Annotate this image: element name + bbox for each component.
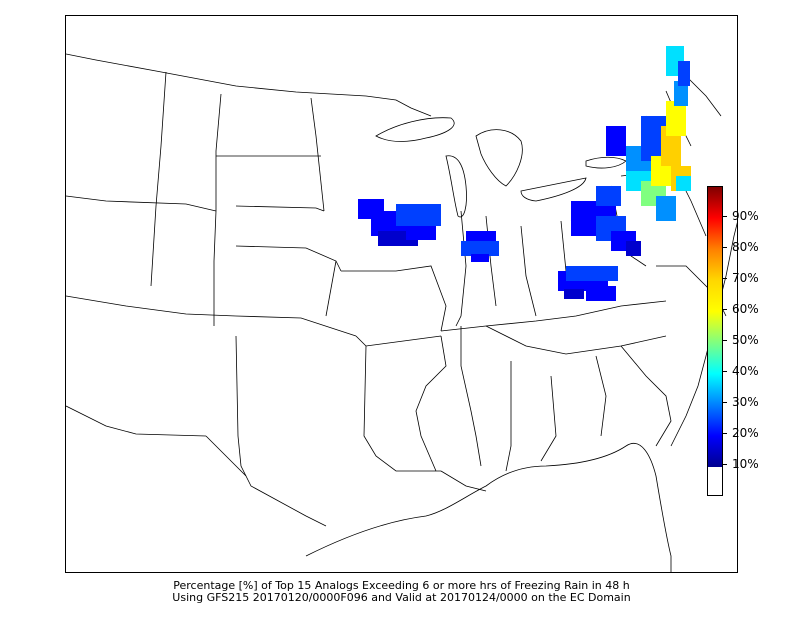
colorbar-gradient — [708, 187, 722, 467]
colorbar-tick-label: 10% — [732, 457, 759, 471]
colorbar-tick-label: 70% — [732, 271, 759, 285]
colorbar-tick-mark — [723, 371, 727, 372]
colorbar-tick-mark — [723, 278, 727, 279]
probability-shading — [358, 46, 691, 301]
colorbar-tick-mark — [723, 247, 727, 248]
colorbar-tick-label: 50% — [732, 333, 759, 347]
map-boundaries — [66, 53, 737, 572]
colorbar — [707, 186, 723, 496]
colorbar-tick-mark — [723, 433, 727, 434]
us-map — [66, 46, 737, 572]
caption: Percentage [%] of Top 15 Analogs Exceedi… — [0, 580, 803, 604]
colorbar-tick-label: 30% — [732, 395, 759, 409]
colorbar-tick-mark — [723, 216, 727, 217]
caption-line-2: Using GFS215 20170120/0000F096 and Valid… — [172, 591, 631, 604]
colorbar-tick-mark — [723, 309, 727, 310]
colorbar-tick-label: 40% — [732, 364, 759, 378]
caption-line-1: Percentage [%] of Top 15 Analogs Exceedi… — [173, 579, 630, 592]
colorbar-white-segment — [708, 467, 722, 495]
colorbar-tick-mark — [723, 402, 727, 403]
colorbar-tick-label: 60% — [732, 302, 759, 316]
colorbar-tick-label: 80% — [732, 240, 759, 254]
colorbar-tick-mark — [723, 340, 727, 341]
colorbar-tick-mark — [723, 464, 727, 465]
colorbar-tick-label: 20% — [732, 426, 759, 440]
colorbar-tick-label: 90% — [732, 209, 759, 223]
map-frame — [65, 15, 738, 573]
